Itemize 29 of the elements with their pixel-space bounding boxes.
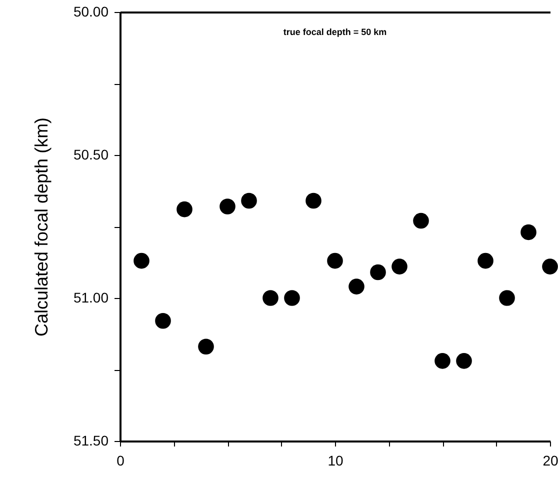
point [542, 258, 558, 274]
annotation: true focal depth = 50 km [283, 27, 387, 37]
point [134, 252, 150, 269]
point [327, 252, 343, 269]
point [241, 192, 257, 209]
point [370, 264, 386, 280]
point [434, 353, 450, 369]
y-axis-title: Calculated focal depth (km) [31, 117, 52, 337]
x-tick-label: 0 [116, 452, 125, 468]
point [176, 201, 192, 218]
y-tick-label: 51.00 [73, 290, 109, 306]
y-tick-label: 50.00 [73, 4, 109, 20]
y-tick-label: 51.50 [73, 432, 109, 448]
point [306, 192, 322, 209]
x-tick-label: 10 [328, 452, 344, 468]
y-tick-label: 50.50 [73, 146, 109, 162]
point [456, 353, 472, 369]
point [348, 278, 364, 294]
point [392, 258, 408, 274]
point [499, 290, 515, 306]
point [262, 290, 278, 306]
point [520, 224, 536, 240]
point [478, 252, 494, 269]
point [220, 198, 236, 214]
x-tick-label: 20 [542, 452, 558, 468]
point [155, 312, 171, 329]
point [284, 290, 300, 306]
point [413, 212, 429, 229]
point [198, 338, 214, 355]
